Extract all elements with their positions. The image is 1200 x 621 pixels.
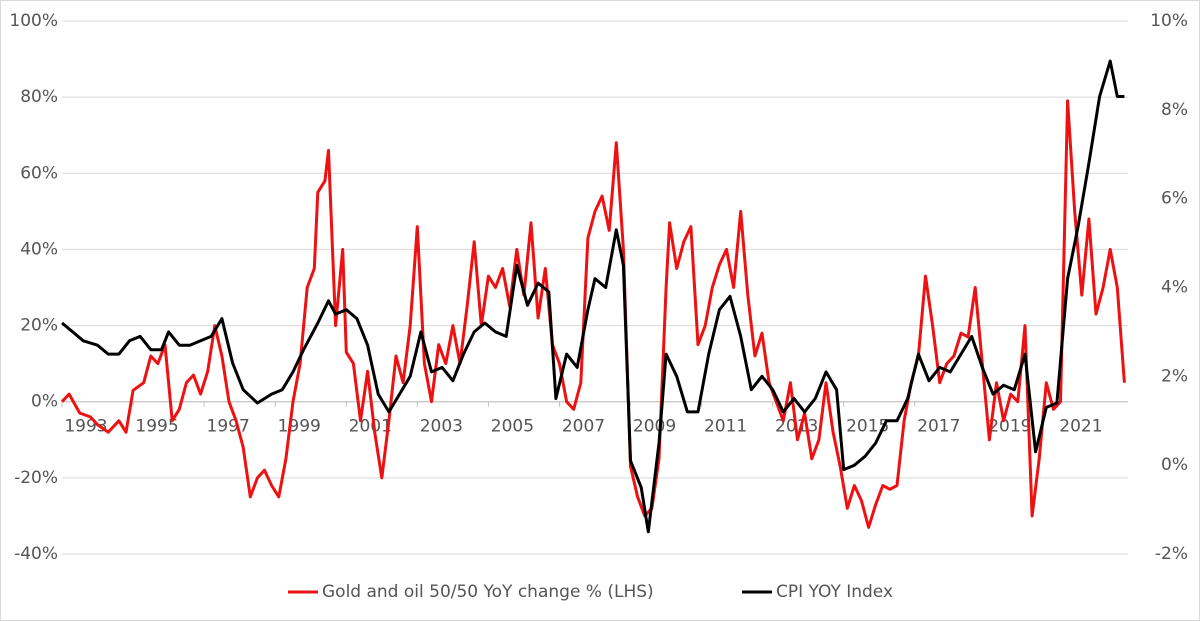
x-tick-label: 2007 xyxy=(562,417,605,437)
x-tick-label: 2015 xyxy=(846,417,889,437)
x-tick-label: 2019 xyxy=(988,417,1031,437)
y-tick-label: 0% xyxy=(31,392,58,412)
legend-label: CPI YOY Index xyxy=(776,582,893,602)
y-tick-label: 100% xyxy=(9,11,58,31)
y2-tick-label: 8% xyxy=(1161,100,1188,120)
x-tick-label: 2021 xyxy=(1059,417,1102,437)
x-tick-label: 2003 xyxy=(420,417,463,437)
y2-tick-label: 10% xyxy=(1150,11,1188,31)
legend-label: Gold and oil 50/50 YoY change % (LHS) xyxy=(322,582,654,602)
y2-tick-label: 4% xyxy=(1161,278,1188,298)
series-line xyxy=(61,59,1125,534)
x-tick-label: 2017 xyxy=(917,417,960,437)
y2-tick-label: 2% xyxy=(1161,366,1188,386)
x-tick-label: 2009 xyxy=(633,417,676,437)
x-tick-label: 1999 xyxy=(278,417,321,437)
y-tick-label: -20% xyxy=(14,468,58,488)
y2-tick-label: -2% xyxy=(1155,544,1188,564)
x-tick-label: 1995 xyxy=(135,417,178,437)
x-tick-label: 2011 xyxy=(704,417,747,437)
y-tick-label: 80% xyxy=(20,87,58,107)
x-tick-label: 1997 xyxy=(207,417,250,437)
y2-tick-label: 0% xyxy=(1161,455,1188,475)
y-tick-label: 60% xyxy=(20,163,58,183)
y-tick-label: 20% xyxy=(20,316,58,336)
x-tick-label: 2005 xyxy=(491,417,534,437)
y-tick-label: 40% xyxy=(20,239,58,259)
x-tick-label: 2001 xyxy=(349,417,392,437)
y-tick-label: -40% xyxy=(14,544,58,564)
series-line xyxy=(60,99,1126,529)
y2-tick-label: 6% xyxy=(1161,189,1188,209)
